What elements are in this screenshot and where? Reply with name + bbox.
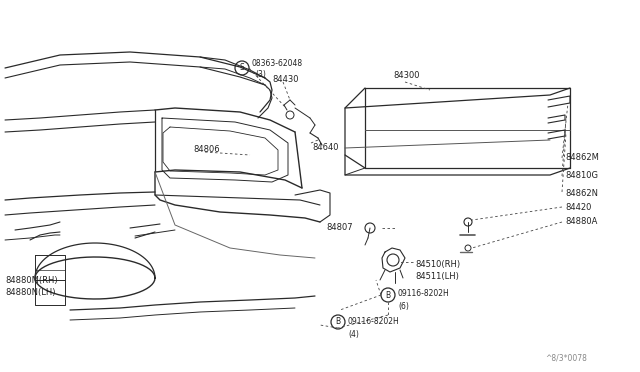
Text: 08363-62048: 08363-62048 bbox=[252, 58, 303, 67]
Text: 84640: 84640 bbox=[312, 144, 339, 153]
Text: 09116-8202H: 09116-8202H bbox=[348, 317, 400, 327]
Text: 84806: 84806 bbox=[193, 145, 220, 154]
Text: 84880M(RH): 84880M(RH) bbox=[5, 276, 58, 285]
Text: S: S bbox=[239, 64, 244, 73]
Text: 84430: 84430 bbox=[272, 76, 298, 84]
Text: 84880N(LH): 84880N(LH) bbox=[5, 288, 56, 296]
Text: 09116-8202H: 09116-8202H bbox=[398, 289, 450, 298]
Text: 84420: 84420 bbox=[565, 202, 591, 212]
Text: ^8/3*0078: ^8/3*0078 bbox=[545, 353, 587, 362]
Text: (6): (6) bbox=[398, 301, 409, 311]
Text: 84807: 84807 bbox=[326, 224, 353, 232]
Text: 84862N: 84862N bbox=[565, 189, 598, 198]
Text: B: B bbox=[335, 317, 340, 327]
Text: 84810G: 84810G bbox=[565, 171, 598, 180]
Text: (3): (3) bbox=[255, 71, 266, 80]
Text: 84862M: 84862M bbox=[565, 154, 599, 163]
Text: (4): (4) bbox=[348, 330, 359, 339]
Text: B: B bbox=[385, 291, 390, 299]
Text: 84511(LH): 84511(LH) bbox=[415, 273, 459, 282]
Text: 84510(RH): 84510(RH) bbox=[415, 260, 460, 269]
Text: 84300: 84300 bbox=[393, 71, 419, 80]
Text: 84880A: 84880A bbox=[565, 218, 597, 227]
